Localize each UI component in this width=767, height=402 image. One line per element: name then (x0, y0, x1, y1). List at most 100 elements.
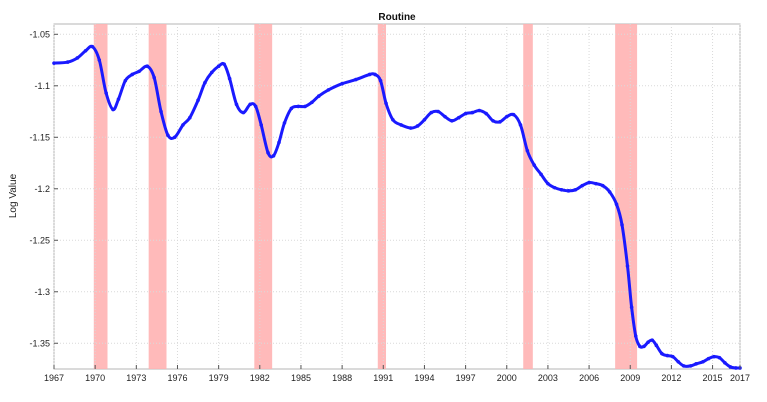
data-point-61 (498, 120, 502, 124)
data-point-44 (378, 78, 383, 83)
data-point-95 (701, 359, 705, 364)
data-point-48 (408, 126, 413, 130)
data-point-80 (625, 264, 630, 268)
recession-band-5 (615, 24, 638, 369)
data-point-46 (391, 117, 395, 122)
x-tick-label-11: 2000 (497, 373, 517, 383)
recession-bands (93, 24, 638, 369)
data-point-52 (436, 109, 440, 114)
data-point-67 (539, 172, 543, 177)
data-point-72 (573, 188, 578, 192)
data-point-51 (429, 110, 434, 115)
data-point-78 (614, 202, 619, 207)
data-point-69 (552, 185, 557, 190)
data-point-70 (559, 188, 564, 192)
data-point-83 (638, 344, 642, 349)
data-point-2 (75, 56, 80, 60)
data-point-31 (271, 154, 276, 158)
data-point-71 (566, 189, 571, 193)
data-point-41 (354, 77, 358, 82)
data-point-22 (216, 64, 221, 69)
data-point-100 (728, 365, 733, 369)
data-point-58 (477, 108, 482, 113)
x-tick-label-0: 1967 (44, 373, 64, 383)
data-point-10 (130, 72, 135, 77)
data-point-97 (712, 354, 716, 359)
data-point-81 (629, 305, 634, 310)
data-point-30 (266, 150, 270, 155)
data-point-37 (310, 100, 314, 105)
data-point-62 (504, 114, 509, 119)
y-axis: -1.05 -1.1 -1.15 -1.2 -1.25 -1.3 -1.35 (29, 29, 58, 348)
data-point-36 (303, 104, 307, 109)
data-point-47 (399, 123, 403, 127)
data-point-1 (65, 60, 70, 64)
recession-band-0 (93, 24, 108, 369)
x-tick-label-13: 2006 (579, 373, 599, 383)
data-point-11 (137, 69, 141, 74)
data-point-24 (227, 76, 232, 81)
data-point-8 (116, 97, 121, 101)
data-point-38 (316, 94, 321, 98)
data-point-7 (111, 107, 115, 112)
data-point-15 (166, 133, 170, 138)
x-tick-label-2: 1973 (126, 373, 146, 383)
x-tick-label-9: 1994 (414, 373, 434, 383)
data-point-96 (706, 356, 711, 361)
data-point-35 (296, 104, 301, 109)
data-point-18 (188, 115, 192, 120)
data-point-65 (525, 148, 530, 153)
data-point-63 (511, 112, 516, 117)
data-point-74 (587, 180, 591, 185)
y-tick-label-2: -1.15 (29, 132, 50, 142)
series-layer (52, 44, 742, 370)
y-tick-label-1: -1.1 (34, 81, 50, 91)
data-point-20 (203, 80, 207, 85)
data-point-75 (594, 181, 598, 186)
data-point-49 (415, 124, 420, 128)
data-point-90 (670, 354, 675, 359)
data-point-87 (654, 343, 659, 348)
data-point-59 (484, 111, 488, 116)
data-point-43 (373, 72, 377, 77)
data-point-16 (172, 135, 177, 140)
data-point-64 (518, 123, 523, 127)
data-point-17 (181, 123, 185, 127)
data-point-13 (152, 75, 156, 80)
data-point-3 (83, 48, 88, 53)
x-tick-label-3: 1976 (167, 373, 187, 383)
data-point-25 (234, 102, 239, 107)
data-point-85 (646, 340, 650, 345)
data-point-82 (633, 334, 638, 338)
recession-band-2 (254, 24, 273, 369)
chart-title: Routine (378, 12, 416, 23)
x-tick-label-16: 2015 (703, 373, 723, 383)
data-point-28 (253, 104, 258, 109)
x-tick-label-14: 2009 (620, 373, 640, 383)
data-point-42 (367, 72, 372, 77)
data-point-86 (650, 338, 654, 342)
x-tick-label-6: 1985 (291, 373, 311, 383)
data-point-101 (734, 366, 738, 370)
data-point-73 (580, 183, 585, 188)
data-point-66 (532, 163, 536, 167)
data-point-60 (491, 119, 495, 123)
data-point-94 (694, 362, 698, 366)
gridlines (53, 24, 741, 369)
x-tick-label-8: 1991 (373, 373, 393, 383)
data-point-76 (601, 183, 605, 188)
recession-band-1 (148, 24, 167, 369)
data-point-23 (222, 62, 226, 66)
data-point-34 (289, 106, 294, 111)
data-point-91 (676, 359, 681, 364)
recession-band-3 (377, 24, 387, 369)
data-point-33 (282, 121, 287, 125)
data-point-93 (688, 364, 693, 368)
recession-band-4 (523, 24, 533, 369)
data-point-79 (620, 223, 624, 227)
y-tick-label-5: -1.3 (34, 287, 50, 297)
data-point-53 (443, 114, 447, 119)
x-tick-label-5: 1982 (250, 373, 270, 383)
data-point-19 (196, 98, 200, 103)
data-point-6 (104, 91, 108, 95)
